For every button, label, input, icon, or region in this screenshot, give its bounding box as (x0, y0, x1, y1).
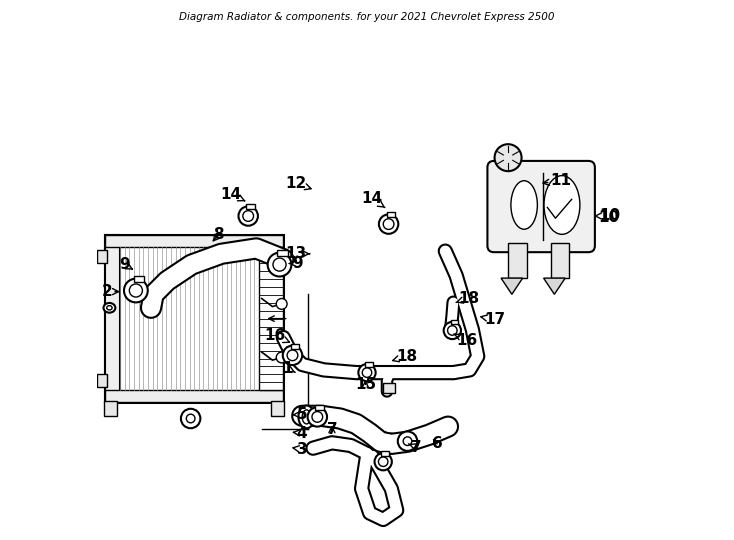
Bar (134, 276, 144, 282)
Ellipse shape (544, 176, 580, 234)
Bar (316, 405, 324, 410)
Text: 8: 8 (213, 227, 224, 242)
FancyBboxPatch shape (487, 161, 595, 252)
Bar (277, 251, 288, 256)
Text: 13: 13 (286, 246, 310, 261)
Circle shape (398, 431, 417, 451)
Bar (366, 362, 373, 367)
Text: 10: 10 (598, 210, 619, 225)
Circle shape (379, 457, 388, 467)
Text: 5: 5 (294, 407, 308, 422)
Ellipse shape (302, 410, 310, 424)
Bar (104, 401, 117, 416)
Bar (97, 374, 106, 387)
Text: 18: 18 (393, 349, 418, 364)
Bar (451, 320, 458, 325)
Circle shape (443, 322, 461, 339)
Circle shape (495, 144, 522, 171)
Circle shape (276, 352, 287, 363)
Circle shape (358, 364, 376, 381)
Ellipse shape (103, 303, 115, 313)
Text: 14: 14 (361, 191, 385, 207)
Bar (383, 383, 395, 393)
Bar (105, 235, 283, 247)
Bar (291, 343, 299, 348)
Bar (105, 235, 283, 402)
Text: 6: 6 (432, 436, 443, 451)
Circle shape (374, 453, 392, 470)
Bar (382, 451, 389, 456)
Text: 15: 15 (355, 377, 376, 392)
Polygon shape (544, 278, 565, 294)
Circle shape (403, 437, 412, 445)
Circle shape (186, 414, 195, 423)
Bar (105, 390, 283, 402)
Circle shape (273, 258, 286, 271)
Text: 4: 4 (294, 426, 308, 441)
Text: 7: 7 (409, 440, 422, 455)
Circle shape (283, 346, 302, 365)
Text: 10: 10 (595, 208, 620, 224)
Circle shape (379, 214, 399, 234)
Text: 7: 7 (327, 422, 337, 437)
Bar (259, 247, 283, 390)
Bar (387, 212, 396, 217)
Ellipse shape (511, 181, 537, 230)
Circle shape (181, 409, 200, 428)
Circle shape (268, 253, 291, 276)
Circle shape (287, 350, 298, 361)
Text: 16: 16 (454, 333, 478, 348)
Text: Diagram Radiator & components. for your 2021 Chevrolet Express 2500: Diagram Radiator & components. for your … (179, 12, 555, 22)
Text: 2: 2 (101, 284, 119, 299)
Bar (508, 243, 527, 278)
Text: 3: 3 (293, 442, 308, 457)
Bar (550, 243, 570, 278)
Bar (97, 250, 106, 263)
Circle shape (239, 206, 258, 226)
Circle shape (129, 284, 142, 297)
Text: 9: 9 (289, 256, 303, 271)
Circle shape (308, 407, 327, 427)
Circle shape (363, 368, 371, 377)
Ellipse shape (299, 406, 315, 428)
Text: 11: 11 (543, 173, 572, 188)
Text: 18: 18 (456, 291, 480, 306)
Polygon shape (501, 278, 523, 294)
Ellipse shape (106, 306, 112, 310)
Bar (246, 204, 255, 209)
Text: 1: 1 (282, 361, 295, 376)
Text: 14: 14 (221, 187, 244, 202)
Text: 17: 17 (481, 312, 506, 327)
Text: 9: 9 (119, 257, 132, 272)
Bar (272, 401, 284, 416)
Bar (105, 235, 120, 402)
Circle shape (276, 299, 287, 309)
Circle shape (383, 219, 394, 230)
Circle shape (243, 211, 253, 221)
Circle shape (448, 326, 457, 335)
Circle shape (312, 411, 323, 422)
Text: 16: 16 (265, 328, 289, 343)
Text: 12: 12 (286, 176, 311, 191)
Circle shape (124, 279, 148, 302)
